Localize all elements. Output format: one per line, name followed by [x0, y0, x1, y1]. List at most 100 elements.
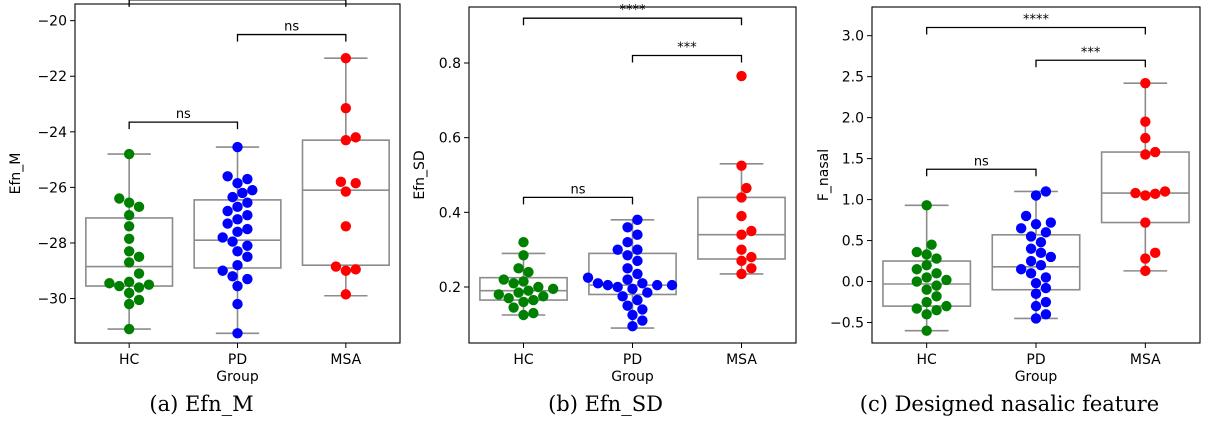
data-point: [123, 148, 135, 160]
data-point: [350, 132, 361, 143]
data-point: [143, 279, 155, 290]
data-point: [123, 287, 135, 299]
significance-label: ns: [570, 182, 585, 197]
data-point: [931, 291, 942, 302]
data-point: [242, 197, 253, 208]
significance-label: ****: [620, 3, 647, 18]
y-tick-label: 0.6: [439, 131, 461, 147]
data-point: [1140, 149, 1151, 160]
y-tick-label: 0.8: [439, 56, 461, 72]
significance-label: ***: [677, 41, 697, 56]
chart-c: *******ns−0.50.00.51.01.52.02.53.0HC PD MS…: [816, 6, 1201, 385]
data-point: [114, 280, 125, 292]
data-point: [232, 201, 243, 213]
data-point: [1040, 272, 1052, 283]
y-axis-label: F_nasal: [816, 149, 832, 201]
data-point: [926, 239, 937, 250]
data-point: [746, 263, 757, 274]
data-point: [227, 271, 238, 282]
data-point: [123, 323, 135, 335]
data-point: [622, 237, 633, 248]
data-point: [592, 278, 604, 289]
data-point: [1045, 217, 1057, 228]
chart-a: **nsns−30−28−26−24−22−20HCPDMSAGroupEfn_…: [8, 0, 401, 385]
data-point: [941, 274, 952, 286]
data-point: [232, 246, 243, 257]
data-point: [622, 250, 633, 261]
data-point: [736, 255, 747, 267]
data-point: [222, 218, 233, 229]
data-point: [736, 192, 747, 203]
box: [1100, 151, 1190, 224]
data-point: [133, 268, 145, 279]
data-point: [350, 178, 361, 189]
caption-c: (c) Designed nasalic feature: [859, 392, 1160, 416]
data-point: [941, 300, 952, 312]
data-point: [622, 263, 633, 274]
data-point: [931, 268, 942, 279]
data-point: [518, 276, 529, 287]
x-axis-label: Group: [1015, 369, 1058, 385]
data-point: [617, 291, 628, 302]
data-point: [340, 265, 352, 276]
data-point: [1140, 190, 1151, 201]
data-point: [622, 274, 633, 285]
data-point: [340, 52, 352, 64]
data-point: [1030, 300, 1042, 312]
x-tick-label: PD: [228, 352, 247, 368]
x-tick-label: MSA: [1130, 352, 1161, 368]
data-point: [1035, 259, 1047, 271]
data-point: [242, 273, 253, 285]
data-point: [217, 265, 228, 276]
significance-bracket: [128, 121, 239, 130]
data-point: [247, 184, 258, 196]
data-point: [340, 103, 352, 114]
x-axis-label: Group: [611, 369, 654, 385]
data-point: [350, 264, 361, 275]
data-point: [1025, 243, 1037, 254]
data-point: [1140, 253, 1151, 264]
data-point: [538, 291, 549, 302]
data-point: [637, 304, 648, 315]
data-point: [242, 173, 253, 185]
data-point: [1040, 282, 1052, 294]
data-point: [632, 214, 643, 225]
y-axis-label: Efn_M: [8, 153, 24, 195]
caption-a: (a) Efn_M: [149, 392, 254, 416]
data-point: [232, 298, 243, 310]
significance-bracket: [128, 0, 347, 7]
data-point: [340, 221, 352, 232]
data-point: [1040, 227, 1052, 238]
data-point: [528, 307, 539, 319]
significance-bracket: [522, 17, 743, 26]
data-point: [518, 309, 529, 321]
data-point: [1020, 210, 1032, 222]
data-point: [736, 160, 747, 171]
data-point: [632, 255, 643, 267]
data-point: [1150, 146, 1161, 158]
panel-c: **** *** ns −0.5 0.0 0.5 1.0 1.5 2.0 2.5 3.0 HC PD MS…: [808, 0, 1211, 435]
y-tick-label: 0.2: [439, 280, 461, 296]
y-tick-label: −20: [37, 14, 67, 30]
significance-bracket: [926, 26, 1146, 35]
data-point: [911, 303, 922, 314]
data-point: [1035, 237, 1047, 248]
data-point: [1015, 264, 1027, 275]
significance-label: ns: [284, 20, 299, 35]
x-tick-label: MSA: [726, 352, 757, 368]
data-point: [242, 240, 253, 251]
data-point: [114, 193, 125, 204]
data-point: [232, 328, 243, 339]
data-point: [1040, 309, 1052, 320]
panel-b: **** *** ns 0.2 0.4 0.6 0.8 HC PD MSA Group Efn_SD …: [404, 0, 807, 435]
x-tick-label: MSA: [330, 352, 361, 368]
data-point: [533, 281, 544, 293]
data-point: [921, 272, 932, 283]
significance-label: ns: [176, 107, 191, 122]
data-point: [637, 278, 648, 289]
significance-label: ****: [1023, 12, 1050, 27]
x-axis-label: Group: [216, 369, 259, 385]
significance-label: ns: [974, 154, 989, 169]
significance-bracket: [1035, 59, 1146, 68]
box: [301, 139, 390, 266]
